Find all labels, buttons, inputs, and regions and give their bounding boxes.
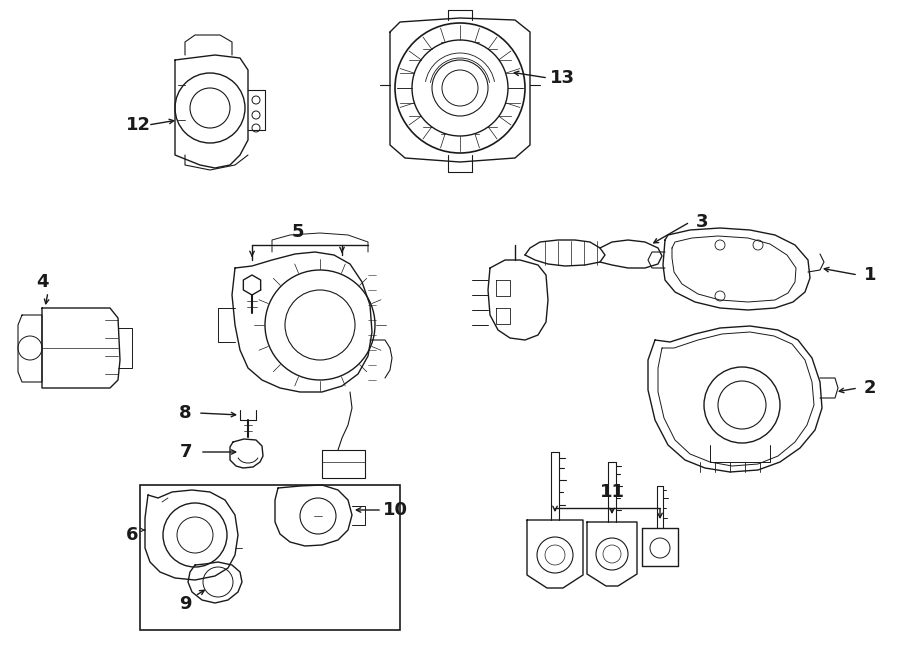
Text: 11: 11 <box>599 483 625 501</box>
Text: 3: 3 <box>696 213 708 231</box>
Text: 9: 9 <box>179 595 191 613</box>
Text: 12: 12 <box>125 116 150 134</box>
Text: 8: 8 <box>179 404 192 422</box>
Text: 2: 2 <box>864 379 877 397</box>
Text: 1: 1 <box>864 266 877 284</box>
Text: 7: 7 <box>180 443 193 461</box>
Text: 6: 6 <box>126 526 139 544</box>
Text: 10: 10 <box>382 501 408 519</box>
Text: 4: 4 <box>36 273 49 291</box>
Text: 5: 5 <box>292 223 304 241</box>
Bar <box>140 485 400 630</box>
Text: 13: 13 <box>550 69 574 87</box>
